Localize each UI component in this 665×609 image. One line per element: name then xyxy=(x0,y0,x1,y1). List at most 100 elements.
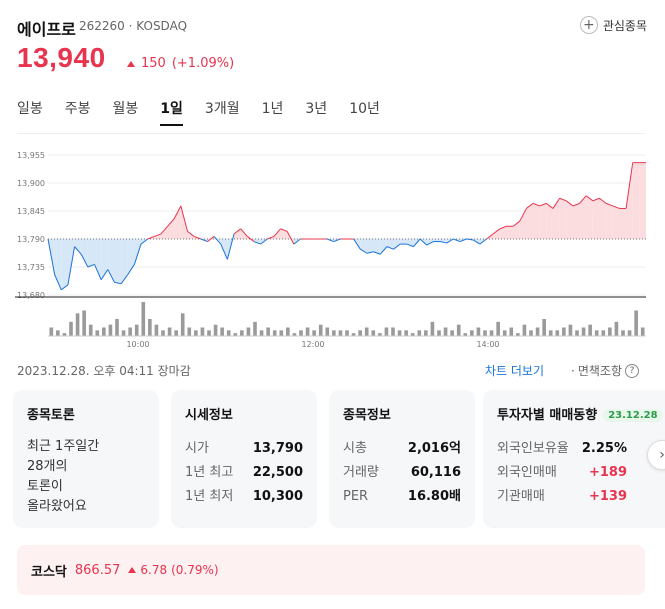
price-line-segment xyxy=(273,228,281,237)
volume-bar xyxy=(443,327,448,336)
volume-bar xyxy=(384,327,389,336)
volume-bar xyxy=(233,333,238,336)
price-area-segment xyxy=(87,239,95,267)
price-line-segment xyxy=(386,246,394,250)
volume-bar xyxy=(200,327,205,336)
kv-value: +189 xyxy=(588,465,627,480)
price-line-segment xyxy=(94,264,102,280)
price-area-segment xyxy=(426,239,434,246)
tab-1[interactable]: 주봉 xyxy=(64,101,91,117)
volume-bar xyxy=(266,327,270,336)
volume-bar xyxy=(207,330,211,336)
price-line-segment xyxy=(226,233,235,260)
kv-value: 2,016억 xyxy=(407,441,461,456)
volume-bar xyxy=(496,321,500,336)
price-line-segment xyxy=(160,225,168,235)
price-area-segment xyxy=(519,208,527,239)
price-area-segment xyxy=(433,239,441,242)
price-line-segment xyxy=(559,197,567,202)
tab-3[interactable]: 1일 xyxy=(160,98,183,126)
volume-bar xyxy=(535,327,540,336)
tab-5[interactable]: 1년 xyxy=(261,101,284,117)
tab-7[interactable]: 10년 xyxy=(349,101,380,117)
price-line-segment xyxy=(120,274,129,285)
price-area-segment xyxy=(380,239,387,255)
price-line-segment xyxy=(220,243,228,260)
price-line-segment xyxy=(572,202,580,207)
x-tick-label: 14:00 xyxy=(476,340,499,349)
date-badge: 23.12.28 xyxy=(603,409,663,422)
volume-bar xyxy=(49,327,54,336)
price-area-segment xyxy=(81,239,88,267)
volume-bar xyxy=(141,302,146,336)
volume-bar xyxy=(404,330,408,336)
kosdaq-index-bar[interactable]: 코스닥 866.57 6.78 (0.79%) xyxy=(17,545,645,595)
tab-0[interactable]: 일봉 xyxy=(17,101,43,117)
price-line-segment xyxy=(233,228,241,235)
watchlist-button[interactable]: + 관심종목 xyxy=(579,16,647,34)
price-area-segment xyxy=(579,195,587,239)
chart-svg: 13,955 13,900 13,845 13,790 13,735 13,680 10:0… xyxy=(15,151,646,349)
tab-4[interactable]: 3개월 xyxy=(204,101,240,117)
volume-bar xyxy=(522,324,527,336)
volume-bar xyxy=(397,330,402,336)
volume-bar xyxy=(627,330,632,336)
price-line-segment xyxy=(459,238,467,243)
price-line-segment xyxy=(67,246,76,285)
price-line-segment xyxy=(546,202,554,209)
volume-bar xyxy=(568,324,573,336)
price-area-segment xyxy=(174,205,181,239)
market-info-card[interactable]: 시세정보 시가 13,790 1년 최고 22,500 1년 최저 10,300 xyxy=(171,390,317,528)
price-line-segment xyxy=(605,202,613,207)
price-line-segment xyxy=(366,251,374,254)
price-area-segment xyxy=(559,198,567,239)
tab-2[interactable]: 월봉 xyxy=(112,101,139,117)
tab-6[interactable]: 3년 xyxy=(305,101,328,117)
volume-bar xyxy=(213,324,218,336)
card-body: 최근 1주일간 28개의 토론이 올라왔어요 xyxy=(27,437,145,517)
price-line-segment xyxy=(486,233,494,240)
volume-bar xyxy=(187,327,192,336)
volume-bar xyxy=(305,327,310,336)
volume-bar xyxy=(437,330,441,336)
volume-bar xyxy=(509,327,514,336)
price-line-segment xyxy=(333,238,341,243)
disclaimer[interactable]: · 면책조항 ? xyxy=(571,362,639,379)
volume-bar xyxy=(56,330,60,336)
volume-bar xyxy=(516,333,520,336)
intraday-chart[interactable]: 13,955 13,900 13,845 13,790 13,735 13,680 10:0… xyxy=(0,140,665,355)
index-change: 6.78 (0.79%) xyxy=(128,563,219,577)
kv-label: 1년 최고 xyxy=(185,465,234,480)
price-area-segment xyxy=(220,239,228,260)
price-line-segment xyxy=(200,238,208,243)
stock-market: KOSDAQ xyxy=(136,19,188,33)
volume-bar xyxy=(614,321,619,336)
volume-bar xyxy=(226,330,231,336)
volume-bar xyxy=(286,327,290,336)
stock-info-card[interactable]: 종목정보 시총 2,016억 거래량 60,116 PER 16.80배 xyxy=(329,390,475,528)
chart-more-link[interactable]: 차트 더보기 xyxy=(485,364,545,378)
price-line-segment xyxy=(599,197,607,204)
discussion-card[interactable]: 종목토론 최근 1주일간 28개의 토론이 올라왔어요 xyxy=(13,390,159,528)
price-line-segment xyxy=(100,269,109,281)
volume-bar xyxy=(378,333,382,336)
market-close-time: 2023.12.28. 오후 04:11 장마감 xyxy=(17,364,191,378)
price-line-segment xyxy=(592,197,600,202)
price-line-segment xyxy=(133,243,142,265)
price-area-segment xyxy=(373,239,381,255)
investor-card[interactable]: 투자자별 매매동향 23.12.28 외국인보유율 2.25% 외국인매매 +189 … xyxy=(483,390,665,528)
volume-bar xyxy=(417,330,422,336)
price-line-segment xyxy=(373,251,381,255)
price-area-segment xyxy=(639,162,646,239)
volume-bar xyxy=(69,321,73,336)
volume-bar xyxy=(634,310,638,336)
volume-bar xyxy=(134,324,139,336)
volume-bar xyxy=(391,327,395,336)
price-area-segment xyxy=(552,198,560,239)
price-area-segment xyxy=(632,162,640,239)
y-tick-label: 13,845 xyxy=(17,207,45,216)
price-area-segment xyxy=(386,239,394,250)
volume-bar xyxy=(345,330,349,336)
volume-bar xyxy=(456,324,461,336)
index-change-percent: (0.79%) xyxy=(171,563,219,577)
